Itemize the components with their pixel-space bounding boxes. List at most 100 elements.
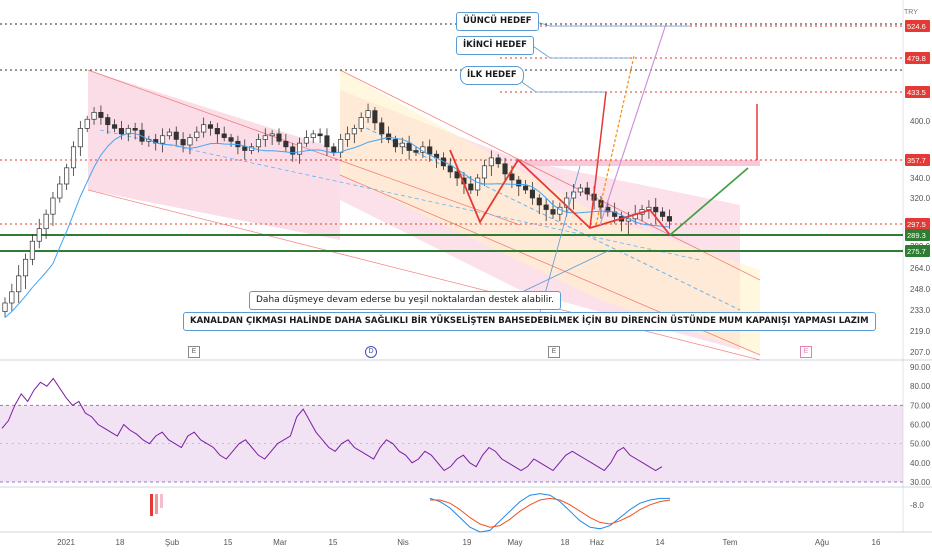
candle-body [125, 128, 131, 135]
candle-body [447, 165, 453, 173]
candle-body [132, 128, 138, 131]
candle-body [180, 139, 186, 146]
candle-body [187, 137, 193, 146]
candle-body [70, 146, 77, 169]
candle-body [166, 131, 172, 137]
candle-body [9, 291, 15, 304]
earnings-event-marker[interactable]: E [548, 346, 560, 358]
candle-body [221, 133, 227, 138]
price-level-tag-label: 297.5 [907, 220, 926, 229]
candle-body [16, 275, 22, 293]
price-axis-tick: 248.0 [910, 285, 931, 294]
candle-body [2, 302, 8, 312]
candle-body [413, 150, 419, 153]
candle-body [207, 124, 214, 129]
candle-body [454, 171, 460, 179]
candle-body [386, 133, 392, 140]
candle-body [29, 240, 35, 260]
time-axis-tick: 16 [872, 538, 881, 547]
callout-connector [515, 77, 605, 93]
dashed-trend-line [359, 124, 741, 311]
time-axis-tick: 14 [656, 538, 665, 547]
candle-body [201, 124, 207, 133]
candle-body [338, 139, 344, 153]
earnings-event-marker[interactable]: E [188, 346, 200, 358]
time-axis-tick: Mar [273, 538, 287, 547]
candle-body [36, 228, 42, 242]
candle-body [481, 165, 488, 179]
candle-body [536, 197, 542, 206]
candle-body [297, 142, 303, 155]
candle-body [84, 118, 90, 129]
price-axis-tick: 233.0 [910, 306, 931, 315]
target-one-projection [589, 91, 607, 229]
target-one-callout[interactable]: İLK HEDEF [460, 66, 524, 85]
macd-histogram-bar [160, 494, 163, 508]
candle-body [91, 111, 97, 120]
rsi-axis-tick: 70.00 [910, 401, 931, 410]
candle-body [570, 191, 577, 199]
candle-body [303, 137, 309, 144]
dashed-trend-line [99, 129, 701, 261]
price-level-tag [905, 20, 930, 32]
candle-body [173, 131, 179, 140]
candle-body [118, 128, 125, 135]
upcoming-earnings-event-marker[interactable]: E [800, 346, 812, 358]
channel-border-line [339, 69, 761, 281]
time-axis-tick: May [507, 538, 522, 547]
time-axis-tick: 15 [224, 538, 233, 547]
target-three-callout[interactable]: ÜÜNCÜ HEDEF [456, 12, 539, 31]
candle-body [543, 204, 549, 210]
descending-channel-fill [88, 70, 340, 240]
candle-body [529, 189, 536, 199]
price-axis-tick: 320.0 [910, 194, 931, 203]
candle-body [406, 142, 412, 151]
price-level-tag [905, 52, 930, 64]
candle-body [317, 133, 323, 137]
candle-body [351, 128, 357, 135]
channel-border-line [87, 69, 521, 226]
rsi-axis-tick: 60.00 [910, 421, 931, 430]
candle-body [379, 122, 385, 135]
support-note-callout[interactable]: Daha düşmeye devam ederse bu yeşil nokta… [249, 291, 562, 310]
price-level-tag-label: 524.6 [907, 22, 926, 31]
candle-body [112, 124, 118, 129]
wave-pattern-line [449, 149, 671, 236]
candle-body [365, 110, 371, 118]
price-level-tag-label: 275.7 [907, 247, 926, 256]
callout-connector [523, 249, 611, 292]
candle-body [77, 128, 83, 148]
candle-body [64, 167, 70, 185]
candle-body [98, 111, 104, 118]
macd-line [429, 493, 670, 533]
macd-histogram-bar [155, 494, 158, 514]
callout-connector [539, 165, 581, 313]
candle-body [310, 133, 316, 138]
target-two-callout[interactable]: İKİNCİ HEDEF [456, 36, 534, 55]
candle-body [653, 206, 659, 213]
candle-body [43, 213, 49, 230]
candle-body [584, 187, 590, 195]
dividend-event-marker[interactable]: D [365, 346, 377, 358]
time-axis-tick: Ağu [815, 538, 829, 547]
candle-body [475, 177, 481, 191]
rsi-axis-tick: 50.00 [910, 440, 931, 449]
candle-body [392, 139, 399, 148]
breakout-note-callout[interactable]: KANALDAN ÇIKMASI HALİNDE DAHA SAĞLIKLI B… [183, 312, 876, 331]
candle-body [344, 133, 351, 140]
candle-body [331, 146, 337, 153]
candle-body [550, 209, 556, 215]
candle-body [324, 135, 330, 148]
price-level-tag [905, 245, 930, 257]
price-level-tag-label: 433.5 [907, 88, 926, 97]
candle-body [577, 187, 583, 193]
candle-body [194, 131, 200, 138]
rsi-axis-tick: 80.00 [910, 382, 931, 391]
candle-body [372, 110, 378, 124]
projection-channel-fill [340, 70, 760, 355]
target-two-projection [595, 55, 635, 226]
rsi-axis-tick: 40.00 [910, 459, 931, 468]
candle-body [495, 157, 501, 165]
candle-body [242, 146, 248, 151]
